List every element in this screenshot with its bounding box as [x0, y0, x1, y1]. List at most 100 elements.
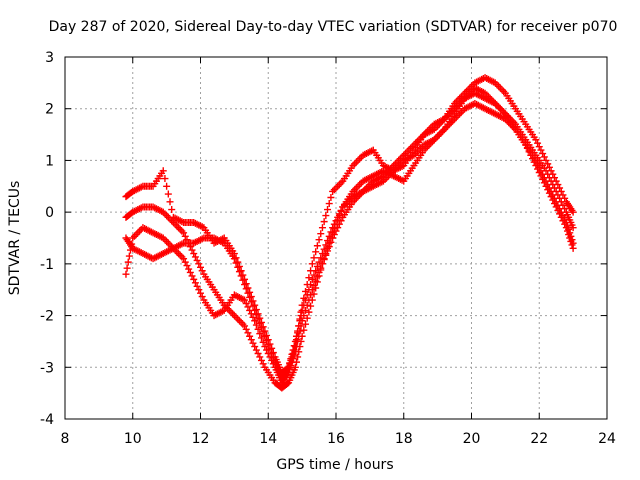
data-point [537, 146, 545, 154]
data-point [434, 132, 442, 140]
x-tick-label: 16 [327, 431, 345, 447]
data-point [176, 251, 184, 259]
x-tick-label: 12 [192, 431, 210, 447]
data-point [191, 253, 199, 261]
data-point [417, 134, 425, 142]
data-point [351, 196, 359, 204]
data-point [313, 242, 321, 250]
data-point [490, 98, 498, 106]
data-point [312, 248, 320, 256]
series-track-3 [122, 100, 577, 382]
data-point [313, 273, 321, 281]
data-point [171, 220, 179, 228]
data-point [302, 306, 310, 314]
data-point [241, 281, 249, 289]
data-point [496, 105, 504, 113]
data-point [288, 358, 296, 366]
data-point [308, 286, 316, 294]
data-point [310, 281, 318, 289]
y-tick-label: 0 [45, 205, 54, 221]
data-point [542, 182, 550, 190]
data-point [325, 243, 333, 251]
data-layer [122, 74, 577, 392]
data-point [435, 131, 443, 139]
data-point [249, 339, 257, 347]
data-point [307, 281, 315, 289]
data-point [298, 317, 306, 325]
data-point [195, 260, 203, 268]
data-point [393, 158, 401, 166]
data-point [161, 175, 169, 183]
data-point [528, 155, 536, 163]
data-point [322, 212, 330, 220]
data-point [188, 272, 196, 280]
data-point [498, 86, 506, 94]
data-point [303, 301, 311, 309]
data-point [185, 265, 193, 273]
data-point [318, 260, 326, 268]
x-tick-label: 22 [530, 431, 548, 447]
data-point [190, 250, 198, 258]
data-point [332, 184, 340, 192]
data-point [557, 213, 565, 221]
data-point [569, 208, 577, 216]
data-point [134, 229, 142, 237]
y-tick-label: -2 [40, 309, 54, 325]
data-point [230, 312, 238, 320]
data-point [500, 108, 508, 116]
data-point [123, 264, 131, 272]
data-point [544, 186, 552, 194]
data-point [290, 351, 298, 359]
data-point [447, 119, 455, 127]
data-point [530, 158, 538, 166]
data-point [174, 250, 182, 258]
data-point [289, 355, 297, 363]
data-point [549, 196, 557, 204]
data-point [342, 200, 350, 208]
data-point [237, 318, 245, 326]
data-point [266, 353, 274, 361]
data-point [324, 206, 332, 214]
data-point [523, 144, 531, 152]
data-point [317, 264, 325, 272]
x-tick-label: 24 [598, 431, 616, 447]
data-point [164, 190, 172, 198]
data-point [252, 346, 260, 354]
data-point [164, 213, 172, 221]
data-point [565, 231, 573, 239]
data-point [449, 117, 457, 125]
data-point [547, 193, 555, 201]
data-point [242, 285, 250, 293]
data-point [178, 253, 186, 261]
data-point [229, 310, 237, 318]
data-point [307, 291, 315, 299]
data-point [544, 160, 552, 168]
x-tick-label: 14 [259, 431, 277, 447]
data-point [159, 167, 167, 175]
data-point [540, 179, 548, 187]
data-point [329, 187, 337, 195]
data-point [242, 300, 250, 308]
data-point [340, 201, 348, 209]
data-point [180, 229, 188, 237]
data-point [310, 290, 318, 298]
data-point [444, 122, 452, 130]
data-point [188, 246, 196, 254]
data-point [495, 103, 503, 111]
data-point [554, 206, 562, 214]
data-point [227, 308, 235, 316]
data-point [190, 275, 198, 283]
y-tick-label: 3 [45, 50, 54, 66]
data-point [257, 356, 265, 364]
series-track-4 [122, 84, 577, 387]
data-point [122, 270, 130, 278]
data-point [252, 321, 260, 329]
data-point [462, 93, 470, 101]
data-point [241, 322, 249, 330]
data-point [259, 338, 267, 346]
data-point [166, 215, 174, 223]
data-point [454, 112, 462, 120]
data-point [287, 362, 295, 370]
data-point [495, 82, 503, 90]
data-point [125, 252, 133, 260]
